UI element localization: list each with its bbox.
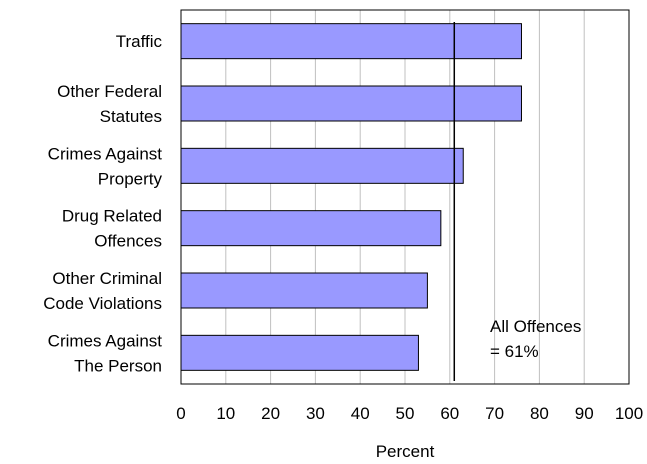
x-tick-label: 70 (485, 404, 504, 423)
bar (180, 147, 464, 184)
bar (180, 210, 442, 247)
reference-line-group: All Offences = 61% (453, 22, 581, 381)
x-tick-label: 100 (615, 404, 643, 423)
plot-area-border (180, 9, 630, 385)
bar (180, 85, 522, 122)
x-tick-label: 10 (216, 404, 235, 423)
x-tick-label: 30 (306, 404, 325, 423)
x-tick-label: 20 (261, 404, 280, 423)
x-tick-label: 40 (351, 404, 370, 423)
bar (180, 272, 428, 309)
x-tick-label: 90 (575, 404, 594, 423)
plot-frame (180, 9, 630, 385)
bar (180, 23, 522, 60)
category-label: Drug Related Offences (62, 207, 162, 251)
x-tick-label: 0 (176, 404, 185, 423)
x-tick-label: 50 (396, 404, 415, 423)
category-labels: Traffic Other Federal Statutes Crimes Again… (43, 32, 162, 375)
bars (180, 23, 522, 371)
category-label: Other Criminal Code Violations (43, 269, 162, 313)
x-tick-label: 60 (440, 404, 459, 423)
grid-lines (225, 10, 585, 384)
x-axis-label: Percent (376, 442, 435, 461)
category-label: Crimes Against Property (48, 144, 163, 188)
x-tick-labels: 0 10 20 30 40 50 60 70 80 90 100 (176, 404, 643, 423)
category-label: Crimes Against The Person (48, 331, 163, 375)
reference-line-label: All Offences = 61% (490, 317, 581, 361)
bar (180, 334, 419, 371)
x-tick-label: 80 (530, 404, 549, 423)
category-label: Other Federal Statutes (57, 82, 162, 126)
category-label: Traffic (116, 32, 163, 51)
